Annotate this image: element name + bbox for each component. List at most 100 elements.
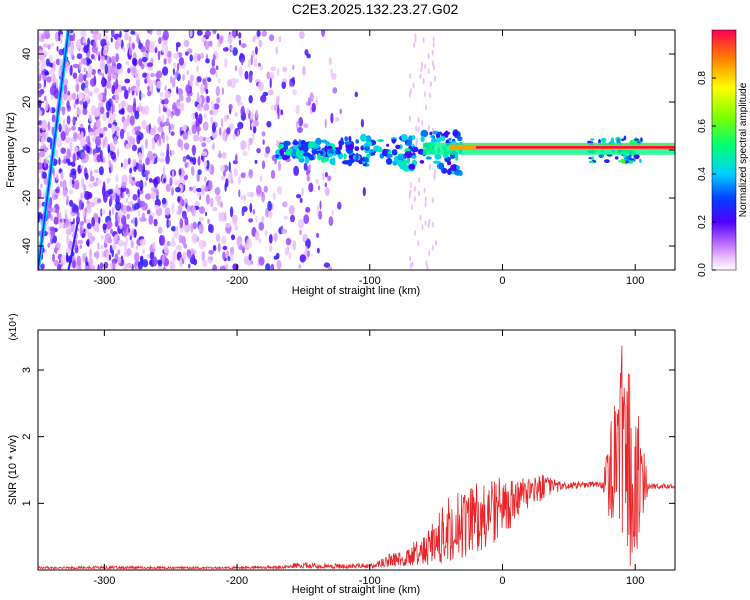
noise-speckle [128, 174, 133, 184]
noise-speckle [322, 171, 325, 181]
noise-speckle [132, 102, 137, 113]
noise-speckle [169, 261, 175, 269]
noise-speckle [354, 91, 358, 98]
noise-speckle [123, 119, 129, 127]
x-tick-label: 100 [626, 275, 644, 287]
noise-speckle [152, 241, 156, 250]
noise-speckle [53, 89, 60, 99]
signal-line-core [475, 146, 675, 149]
signal-blob [320, 156, 327, 160]
noise-speckle [426, 264, 429, 270]
noise-speckle [111, 74, 117, 79]
noise-speckle [128, 232, 132, 237]
noise-speckle [429, 81, 432, 88]
noise-speckle [187, 254, 192, 259]
noise-speckle [205, 194, 210, 205]
noise-speckle [207, 77, 212, 83]
signal-blob [408, 163, 416, 170]
x-tick-label: -200 [226, 575, 248, 587]
noise-speckle [247, 141, 251, 152]
noise-speckle [242, 150, 248, 157]
noise-speckle [181, 235, 186, 246]
noise-speckle [90, 53, 95, 60]
noise-speckle [89, 175, 95, 182]
noise-speckle [156, 80, 162, 89]
noise-speckle [162, 266, 166, 270]
noise-speckle [97, 198, 102, 203]
noise-speckle [154, 135, 159, 141]
noise-speckle [87, 91, 93, 97]
noise-speckle [130, 30, 136, 35]
noise-speckle [316, 204, 320, 216]
noise-speckle [79, 244, 83, 249]
noise-speckle [217, 242, 221, 253]
snr-series-line [38, 345, 675, 570]
noise-speckle [269, 245, 273, 252]
snr-frame [37, 329, 676, 571]
noise-speckle [134, 202, 140, 210]
noise-speckle [196, 187, 203, 193]
noise-speckle [225, 178, 229, 188]
bottom-x-axis-label: Height of straight line (km) [292, 584, 420, 596]
noise-speckle [135, 245, 139, 250]
noise-speckle [108, 159, 112, 168]
noise-speckle [166, 134, 169, 142]
noise-speckle [42, 171, 47, 179]
noise-speckle [142, 248, 145, 255]
noise-speckle [127, 67, 131, 74]
noise-speckle [148, 79, 152, 85]
noise-speckle [424, 196, 427, 203]
signal-blob [348, 159, 356, 163]
noise-speckle [265, 146, 271, 154]
noise-speckle [47, 121, 51, 131]
top-y-axis-label: Frequency (Hz) [5, 112, 17, 188]
signal-blob [391, 149, 398, 156]
noise-speckle [174, 179, 181, 186]
noise-speckle [240, 105, 245, 117]
noise-speckle [248, 169, 253, 176]
noise-speckle [431, 49, 434, 56]
noise-speckle [109, 244, 113, 254]
noise-speckle [252, 209, 256, 215]
noise-speckle [123, 158, 129, 168]
noise-speckle [99, 59, 105, 70]
noise-speckle [72, 131, 78, 142]
noise-speckle [66, 115, 71, 125]
noise-speckle [418, 177, 421, 183]
noise-speckle [52, 60, 56, 72]
y-tick-label: -40 [21, 238, 33, 254]
noise-speckle [201, 142, 207, 148]
signal-blob [425, 156, 432, 160]
noise-speckle [117, 239, 124, 246]
noise-speckle [138, 58, 143, 67]
noise-speckle [158, 134, 162, 146]
noise-speckle [275, 46, 279, 55]
noise-speckle [122, 204, 127, 215]
noise-speckle [196, 30, 203, 36]
noise-speckle [122, 220, 127, 232]
noise-speckle [179, 102, 185, 112]
noise-speckle [203, 161, 208, 168]
noise-speckle [80, 177, 85, 187]
noise-speckle [179, 257, 183, 268]
noise-speckle [303, 235, 308, 242]
noise-speckle [47, 225, 50, 236]
noise-speckle [255, 109, 258, 118]
noise-speckle [238, 39, 242, 46]
signal-blob [406, 156, 410, 165]
noise-speckle [434, 75, 437, 82]
colorbar-label: Normalized spectral amplitude [738, 82, 749, 217]
noise-speckle [191, 233, 198, 244]
noise-speckle [328, 57, 332, 66]
colorbar-tick-label: 0.4 [697, 167, 708, 181]
noise-speckle [226, 250, 229, 258]
signal-blob [628, 158, 635, 161]
noise-speckle [191, 124, 197, 135]
noise-speckle [75, 98, 79, 105]
noise-speckle [98, 166, 104, 176]
noise-speckle [166, 117, 170, 123]
noise-speckle [68, 46, 74, 55]
noise-speckle [162, 107, 167, 113]
noise-speckle [116, 130, 119, 137]
noise-speckle [127, 43, 130, 48]
